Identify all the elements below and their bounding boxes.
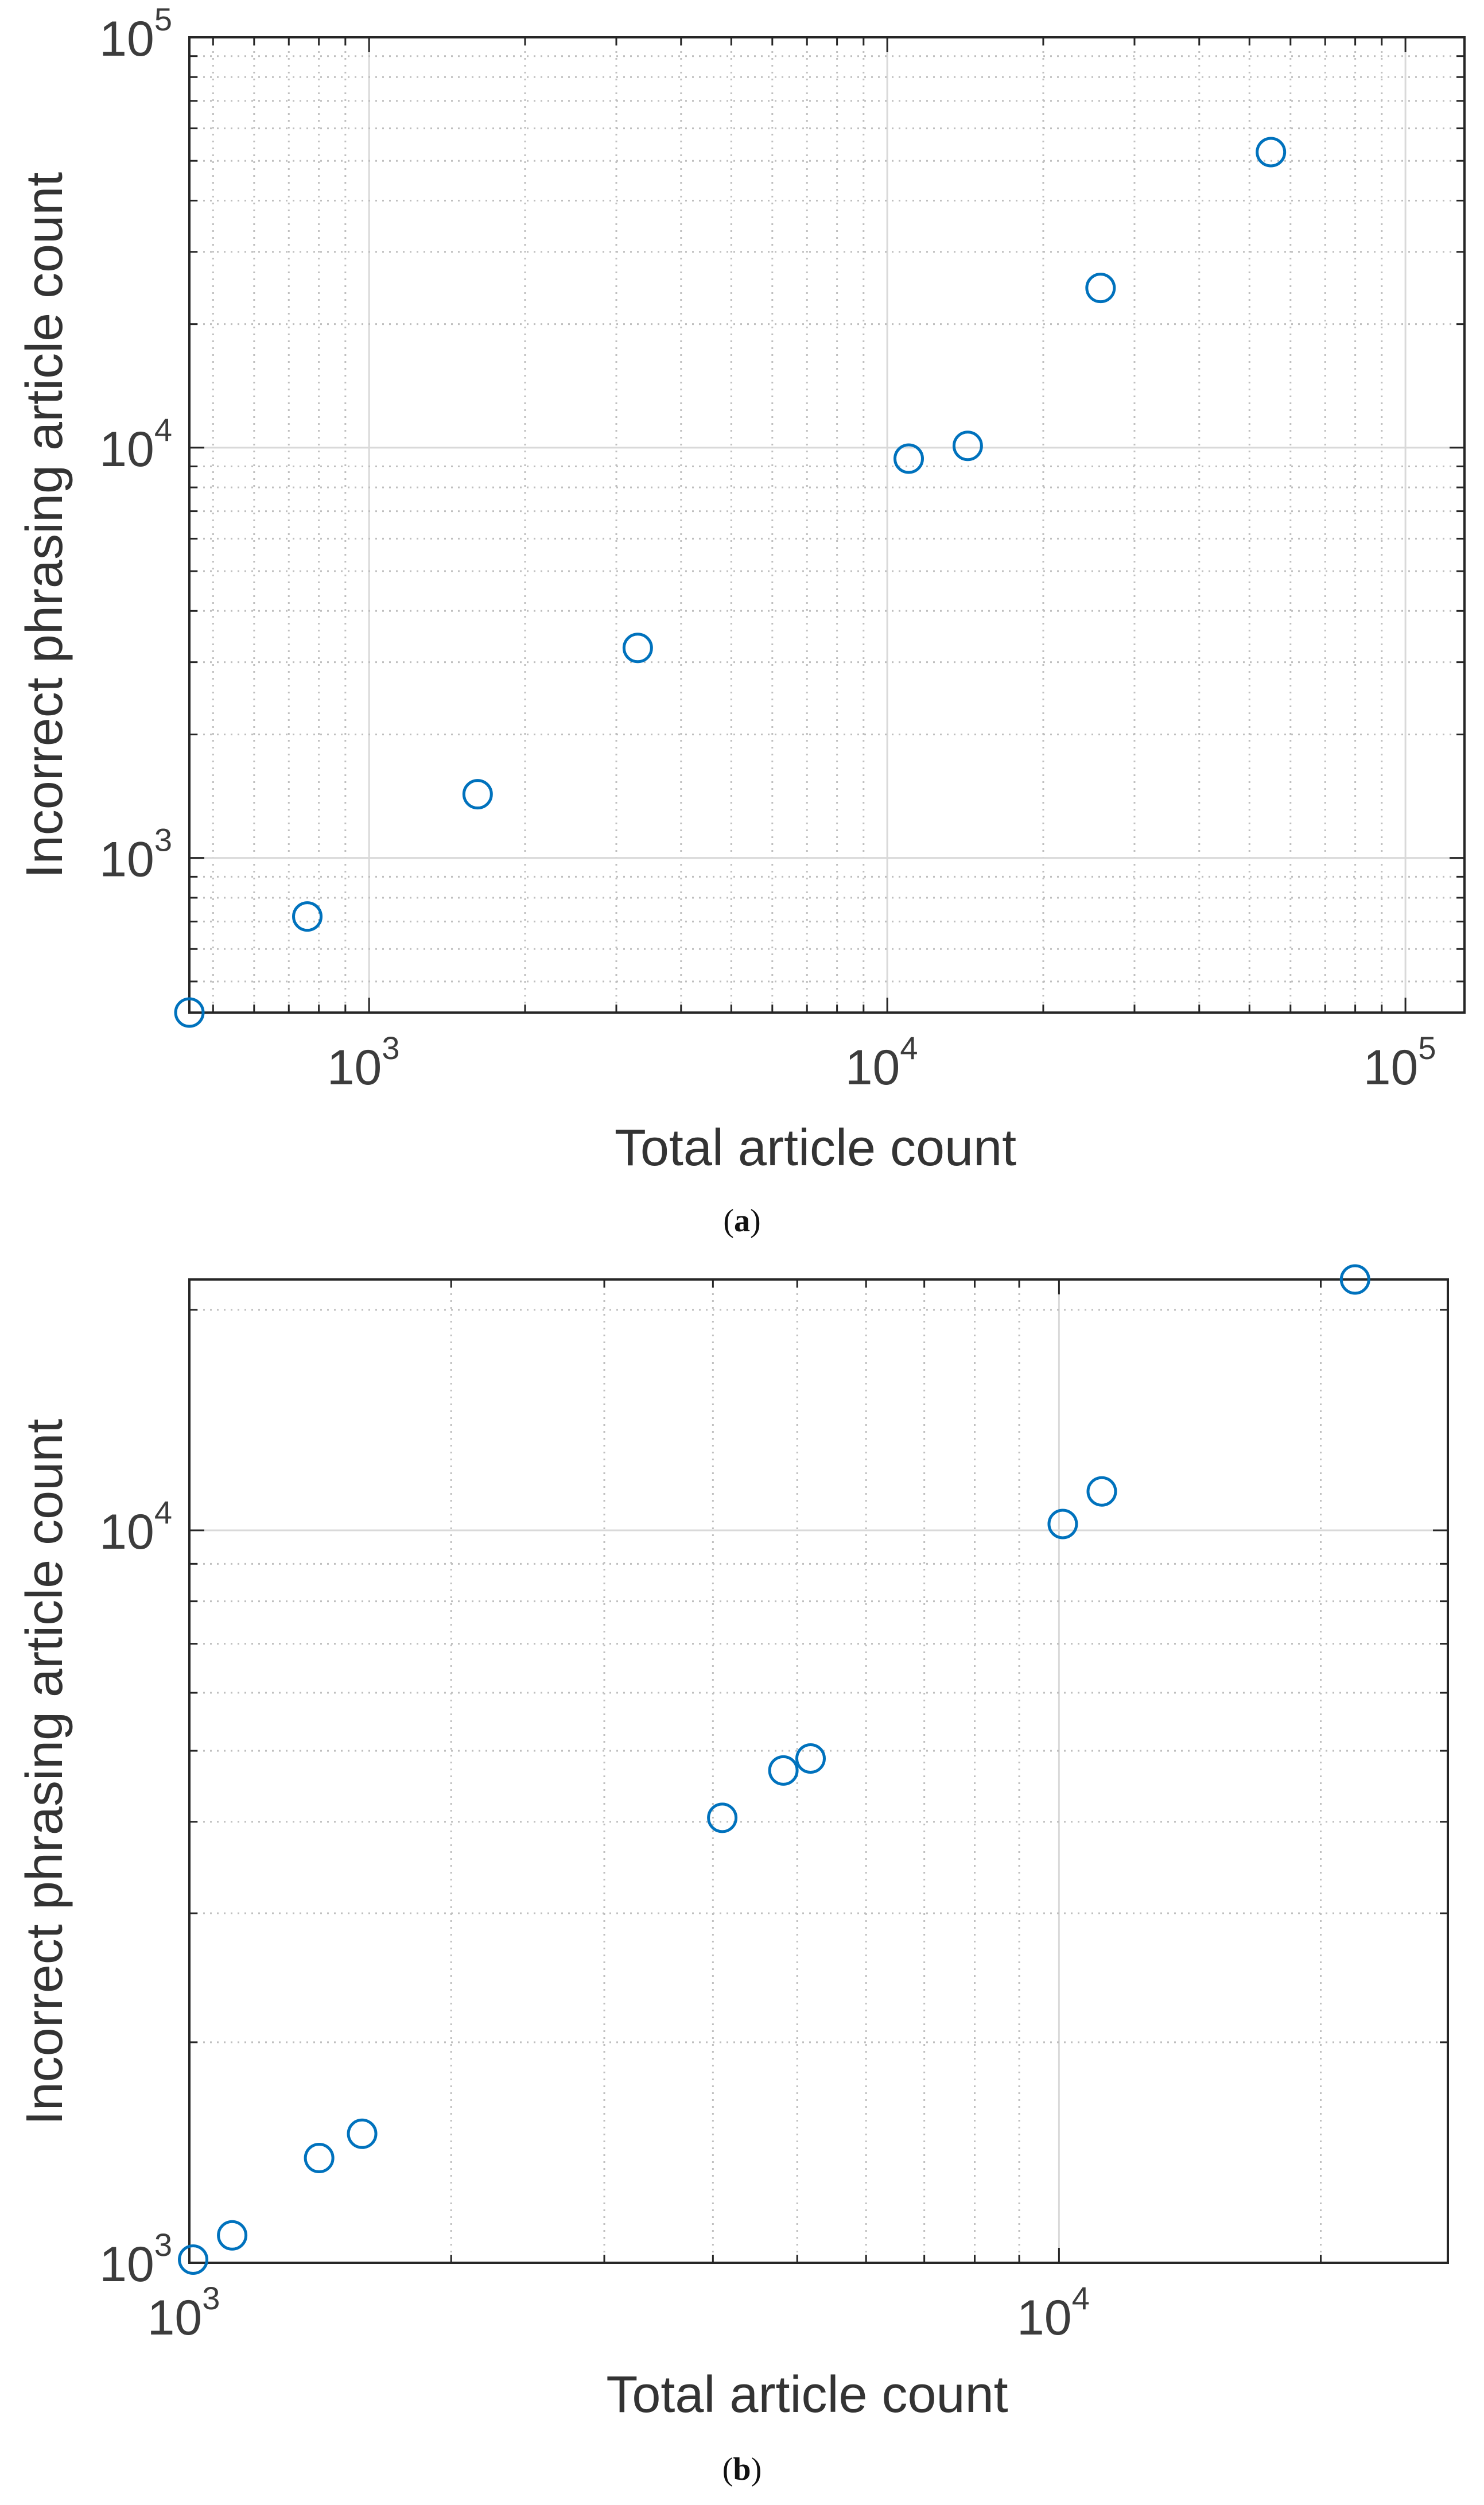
chart-a: 103 104 105 103 104 105 Total article count Inc… xyxy=(16,1,1466,1177)
data-point xyxy=(795,1743,826,1774)
data-point xyxy=(1086,1476,1117,1507)
x-axis-label: Total article count xyxy=(606,2366,1008,2423)
y-tick-label: 103 xyxy=(99,2227,172,2292)
data-point xyxy=(1047,1509,1078,1540)
caption-a-letter: a xyxy=(734,1203,750,1239)
data-point xyxy=(1256,137,1287,168)
data-point xyxy=(893,443,924,474)
data-point xyxy=(178,2244,209,2275)
data-point xyxy=(347,2118,378,2149)
x-tick-label: 104 xyxy=(1017,2280,1090,2345)
chart-b-ticks xyxy=(188,1279,1448,2264)
data-point xyxy=(1085,273,1116,304)
data-point xyxy=(174,997,205,1028)
chart-a-grid xyxy=(189,36,1464,1013)
y-tick-label: 104 xyxy=(99,412,172,477)
x-tick-label: 103 xyxy=(147,2280,220,2345)
chart-b-points xyxy=(178,1264,1370,2275)
data-point xyxy=(292,901,323,932)
caption-b: (b) xyxy=(722,2452,762,2487)
chart-a-axes-box xyxy=(188,36,1466,1014)
x-tick-label: 104 xyxy=(845,1030,918,1095)
y-axis-label: Incorrect phrasing article count xyxy=(16,172,73,879)
data-point xyxy=(768,1755,799,1786)
chart-a-points xyxy=(174,137,1287,1028)
data-point xyxy=(462,779,493,810)
data-point xyxy=(622,633,653,664)
data-point xyxy=(952,431,983,462)
chart-b-axes-box xyxy=(188,1278,1449,2264)
data-point xyxy=(1339,1264,1370,1295)
data-point xyxy=(707,1802,738,1833)
caption-b-letter: b xyxy=(733,2452,751,2487)
data-point xyxy=(304,2143,335,2174)
y-axis-label: Incorrect phrasing article count xyxy=(16,1419,73,2126)
y-tick-label: 103 xyxy=(99,822,172,887)
x-axis-label: Total article count xyxy=(615,1119,1016,1177)
y-tick-label: 104 xyxy=(99,1494,172,1560)
x-tick-label: 105 xyxy=(1363,1030,1436,1095)
x-tick-label: 103 xyxy=(327,1030,400,1095)
chart-a-ticks xyxy=(189,36,1464,1013)
caption-a: (a) xyxy=(723,1203,761,1239)
y-tick-label: 105 xyxy=(99,1,172,67)
data-point xyxy=(217,2220,248,2251)
